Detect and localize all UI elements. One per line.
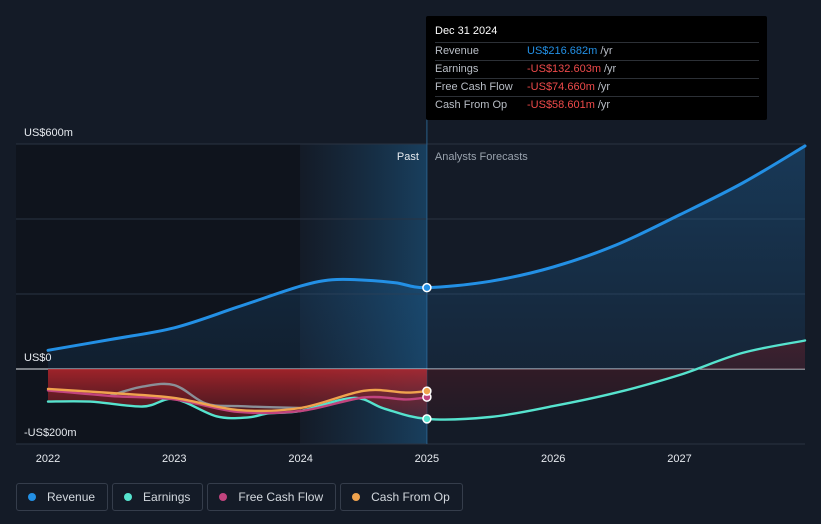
tooltip-value: -US$132.603m (527, 63, 601, 75)
legend: Revenue Earnings Free Cash Flow Cash Fro… (16, 483, 463, 511)
cash-from-op-line (46, 387, 429, 413)
tooltip-label: Free Cash Flow (435, 81, 513, 93)
tooltip-label: Earnings (435, 63, 479, 75)
tooltip-unit: /yr (604, 63, 617, 75)
legend-item-cash-from-op[interactable]: Cash From Op (340, 483, 463, 511)
y-tick-label: US$0 (24, 352, 52, 364)
x-tick-label: 2026 (541, 453, 565, 465)
past-label: Past (397, 151, 419, 163)
tooltip-value: US$216.682m (527, 45, 598, 57)
legend-label: Earnings (143, 490, 191, 504)
legend-item-free-cash-flow[interactable]: Free Cash Flow (207, 483, 337, 511)
legend-label: Revenue (47, 490, 96, 504)
tooltip-unit: /yr (600, 45, 613, 57)
x-tick-label: 2024 (288, 453, 312, 465)
legend-dot-icon (219, 493, 228, 501)
legend-label: Free Cash Flow (238, 490, 324, 504)
free-cash-flow-line (46, 389, 429, 415)
legend-dot-icon (124, 493, 133, 501)
x-tick-label: 2025 (415, 453, 439, 465)
tooltip-row-free-cash-flow: Free Cash Flow -US$74.660m /yr (435, 78, 759, 96)
x-tick-label: 2023 (162, 453, 186, 465)
forecast-label: Analysts Forecasts (435, 151, 528, 163)
y-tick-label: -US$200m (24, 427, 77, 439)
legend-dot-icon (28, 493, 36, 501)
y-tick-label: US$600m (24, 127, 73, 139)
revenue-line (46, 144, 807, 352)
x-tick-label: 2022 (36, 453, 60, 465)
revenue-area (48, 145, 805, 369)
tooltip-unit: /yr (597, 99, 611, 111)
tooltip-date: Dec 31 2024 (435, 25, 498, 37)
forecast-loss-area (426, 340, 805, 419)
revenue-marker (422, 282, 432, 293)
tooltip-unit: /yr (597, 81, 611, 93)
x-tick-label: 2027 (667, 453, 691, 465)
legend-item-revenue[interactable]: Revenue (16, 483, 109, 511)
tooltip: Dec 31 2024 Revenue US$216.682m /yr Earn… (426, 16, 767, 120)
cash-from-op-marker (422, 386, 432, 396)
legend-dot-icon (352, 493, 361, 501)
tooltip-row-cash-from-op: Cash From Op -US$58.601m /yr (435, 96, 759, 114)
earnings-marker (422, 414, 432, 424)
secondary-line (110, 382, 302, 410)
legend-label: Cash From Op (371, 490, 450, 504)
tooltip-value: -US$58.601m (527, 99, 595, 111)
tooltip-row-revenue: Revenue US$216.682m /yr (435, 42, 759, 60)
tooltip-row-earnings: Earnings -US$132.603m /yr (435, 60, 759, 78)
tooltip-value: -US$74.660m (527, 81, 595, 93)
legend-item-earnings[interactable]: Earnings (112, 483, 204, 511)
tooltip-label: Revenue (435, 45, 480, 57)
tooltip-label: Cash From Op (435, 99, 508, 111)
